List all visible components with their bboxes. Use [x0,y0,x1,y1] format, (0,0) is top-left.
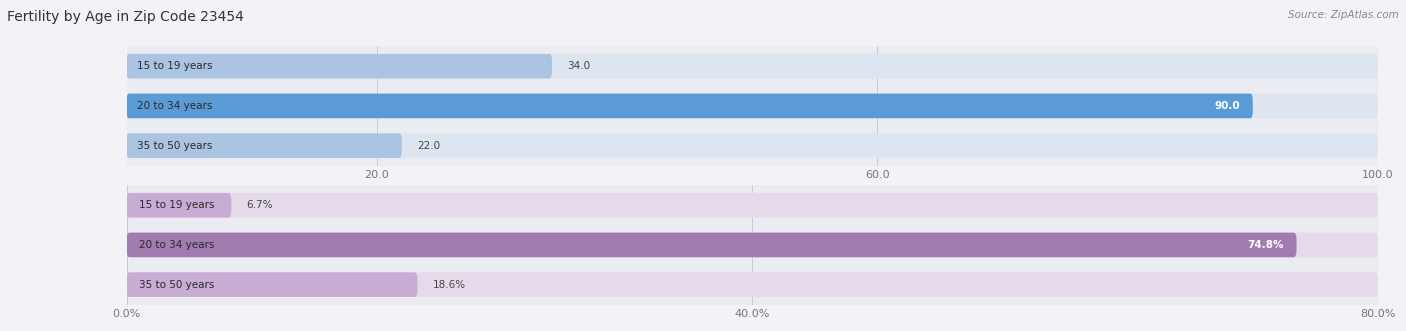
FancyBboxPatch shape [127,272,1378,297]
FancyBboxPatch shape [127,233,1378,257]
FancyBboxPatch shape [127,272,418,297]
FancyBboxPatch shape [127,193,232,217]
Text: 74.8%: 74.8% [1247,240,1284,250]
Text: 35 to 50 years: 35 to 50 years [136,141,212,151]
Text: 34.0: 34.0 [567,61,591,71]
Text: 15 to 19 years: 15 to 19 years [136,61,212,71]
Text: Fertility by Age in Zip Code 23454: Fertility by Age in Zip Code 23454 [7,10,243,24]
Text: 90.0: 90.0 [1215,101,1240,111]
Text: 20 to 34 years: 20 to 34 years [139,240,215,250]
Text: 22.0: 22.0 [416,141,440,151]
FancyBboxPatch shape [127,54,553,78]
Text: 18.6%: 18.6% [433,280,465,290]
Text: 20 to 34 years: 20 to 34 years [136,101,212,111]
FancyBboxPatch shape [127,193,1378,217]
FancyBboxPatch shape [127,133,402,158]
FancyBboxPatch shape [127,133,1378,158]
Text: 6.7%: 6.7% [246,200,273,210]
FancyBboxPatch shape [127,94,1378,118]
FancyBboxPatch shape [127,94,1253,118]
Text: 15 to 19 years: 15 to 19 years [139,200,215,210]
Text: 35 to 50 years: 35 to 50 years [139,280,215,290]
Text: Source: ZipAtlas.com: Source: ZipAtlas.com [1288,10,1399,20]
FancyBboxPatch shape [127,54,1378,78]
FancyBboxPatch shape [127,233,1296,257]
